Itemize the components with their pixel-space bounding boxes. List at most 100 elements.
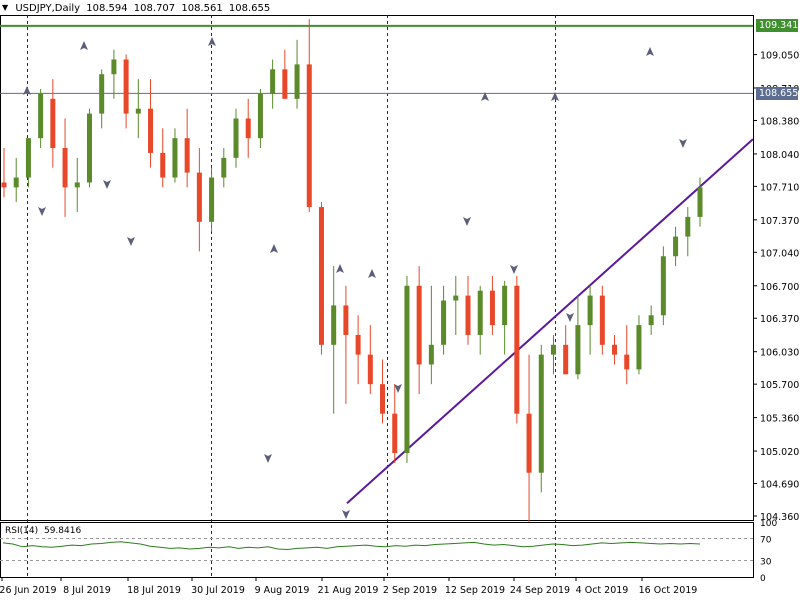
- y-tick-label: 107.370: [760, 216, 799, 227]
- fractal-down-icon: [264, 454, 272, 463]
- bull-candle: [587, 295, 593, 326]
- y-tick-label: 109.050: [760, 51, 799, 62]
- y-tick-label: 107.710: [760, 182, 799, 193]
- y-tick-label: 106.700: [760, 282, 799, 293]
- bear-candle: [599, 295, 605, 345]
- bull-candle: [685, 216, 691, 237]
- bear-candle: [62, 148, 68, 188]
- chart-frame: [0, 15, 754, 578]
- fractal-markers: [23, 37, 687, 519]
- fractal-down-icon: [510, 265, 518, 274]
- fractal-up-icon: [208, 37, 216, 46]
- x-tick-label: 4 Oct 2019: [576, 585, 629, 596]
- bull-candle: [453, 295, 459, 301]
- bear-candle: [416, 285, 422, 365]
- candles: [1, 19, 703, 522]
- bull-candle: [660, 256, 666, 316]
- y-tick-label: 105.700: [760, 380, 799, 391]
- y-tick-label: 105.020: [760, 447, 799, 458]
- overlay-lines: [0, 24, 754, 504]
- bull-candle: [172, 138, 178, 178]
- bull-candle: [441, 300, 447, 345]
- bull-candle: [502, 285, 508, 326]
- symbol-timeframe: USDJPY,Daily: [15, 3, 81, 14]
- bear-candle: [123, 59, 129, 114]
- vertical-dashed-lines: [27, 15, 556, 577]
- y-tick-label: 106.030: [760, 348, 799, 359]
- fractal-down-icon: [342, 510, 350, 519]
- bull-candle: [697, 187, 703, 217]
- rsi-axis-label: 30: [760, 558, 772, 568]
- fractal-up-icon: [336, 264, 344, 273]
- rsi-axis-label: 0: [760, 574, 766, 584]
- y-tick-label: 106.370: [760, 314, 799, 325]
- x-tick-label: 12 Sep 2019: [445, 585, 505, 596]
- y-tick-label: 104.360: [760, 512, 799, 523]
- price-axis: 109.050108.710108.380108.040107.710107.3…: [753, 51, 799, 523]
- chart-header: ▼ USDJPY,Daily 108.594 108.707 108.561 1…: [2, 3, 273, 14]
- fractal-down-icon: [127, 237, 135, 246]
- bull-candle: [74, 182, 80, 188]
- bull-candle: [428, 344, 434, 365]
- x-tick-label: 9 Aug 2019: [255, 585, 310, 596]
- y-tick-label: 107.040: [760, 248, 799, 259]
- fractal-down-icon: [566, 313, 574, 322]
- main-pane-border: [0, 15, 754, 521]
- fractal-up-icon: [646, 47, 654, 56]
- bull-candle: [575, 325, 581, 375]
- bear-candle: [526, 413, 532, 473]
- fractal-down-icon: [463, 217, 471, 226]
- rsi-axis-label: 100: [760, 519, 777, 529]
- bull-candle: [233, 118, 239, 158]
- bear-candle: [392, 413, 398, 454]
- bear-candle: [50, 98, 56, 149]
- last-price-tag: 108.655: [756, 87, 798, 101]
- bull-candle: [404, 285, 410, 454]
- fractal-up-icon: [270, 244, 278, 253]
- rsi-panel: 100 70 30 0: [0, 519, 777, 584]
- y-tick-label: 104.690: [760, 480, 799, 491]
- rsi-line: [2, 541, 701, 551]
- x-tick-label: 26 Jun 2019: [0, 585, 57, 596]
- low-price: 108.561: [181, 3, 223, 14]
- bear-candle: [612, 344, 618, 355]
- x-tick-label: 21 Aug 2019: [318, 585, 379, 596]
- bull-candle: [257, 93, 263, 139]
- bull-candle: [38, 93, 44, 139]
- bull-candle: [673, 236, 679, 257]
- rsi-label: RSI(14) 59.8416: [5, 526, 84, 536]
- fractal-up-icon: [551, 92, 559, 101]
- y-tick-label: 105.360: [760, 414, 799, 425]
- bear-candle: [245, 118, 251, 139]
- bull-candle: [294, 64, 300, 99]
- time-axis: 26 Jun 2019 8 Jul 2019 18 Jul 2019 30 Jul 2…: [0, 577, 697, 596]
- bull-candle: [86, 113, 92, 183]
- fractal-down-icon: [394, 384, 402, 393]
- rsi-pane-border: [0, 522, 754, 578]
- bull-candle: [135, 108, 141, 114]
- x-tick-label: 30 Jul 2019: [191, 585, 245, 596]
- fractal-up-icon: [368, 269, 376, 278]
- fractal-down-icon: [679, 139, 687, 148]
- bear-candle: [563, 344, 569, 375]
- collapse-triangle-icon[interactable]: ▼: [2, 3, 9, 12]
- bear-candle: [355, 334, 361, 355]
- bull-candle: [648, 315, 654, 326]
- bear-candle: [306, 64, 312, 208]
- bull-candle: [209, 177, 215, 222]
- bear-candle: [367, 354, 373, 385]
- y-tick-label: 108.380: [760, 116, 799, 127]
- rsi-value: 59.8416: [43, 526, 82, 536]
- y-tick-label: 108.040: [760, 150, 799, 161]
- x-tick-label: 2 Sep 2019: [383, 585, 437, 596]
- x-tick-label: 16 Oct 2019: [639, 585, 698, 596]
- bear-candle: [489, 290, 495, 326]
- bear-candle: [160, 152, 166, 178]
- x-tick-label: 18 Jul 2019: [127, 585, 181, 596]
- fractal-up-icon: [80, 41, 88, 50]
- rsi-axis-label: 70: [760, 536, 772, 546]
- bull-candle: [99, 74, 105, 114]
- bull-candle: [221, 157, 227, 178]
- bull-candle: [477, 290, 483, 335]
